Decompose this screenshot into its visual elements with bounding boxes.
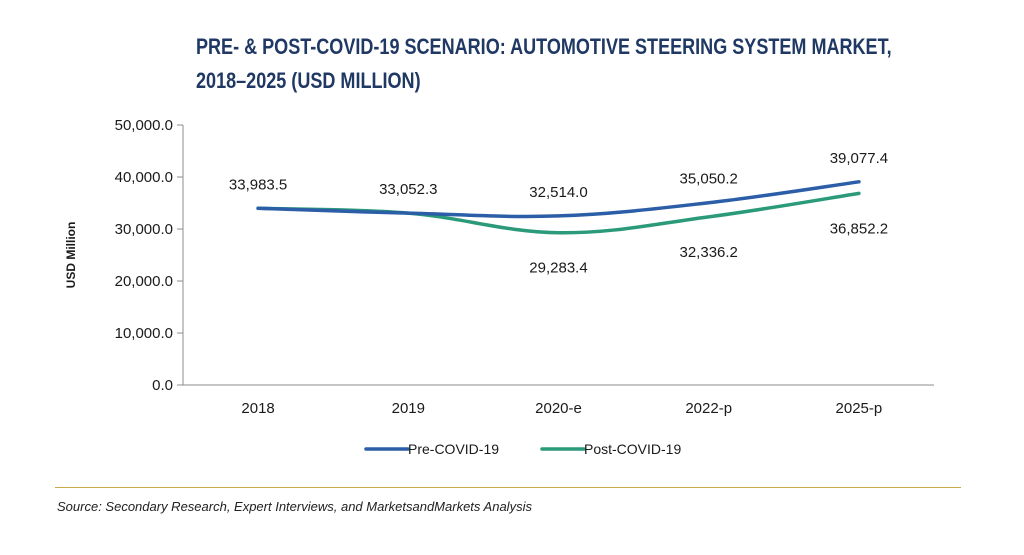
chart-title: PRE- & POST-COVID-19 SCENARIO: AUTOMOTIV… (196, 30, 892, 98)
data-label-pre-covid: 32,514.0 (529, 184, 587, 201)
legend-pre-covid-label: Pre-COVID-19 (408, 441, 499, 457)
x-tick-label: 2025-p (836, 400, 883, 417)
y-tick-label: 0.0 (152, 377, 173, 394)
legend-post-covid-label: Post-COVID-19 (584, 441, 681, 457)
x-tick-label: 2019 (392, 400, 425, 417)
data-label-pre-covid: 33,983.5 (229, 176, 287, 193)
series-line-pre-covid (256, 180, 861, 219)
footer-divider (55, 487, 961, 488)
y-tick-label: 30,000.0 (115, 221, 173, 238)
source-note: Source: Secondary Research, Expert Inter… (57, 499, 532, 514)
data-label-pre-covid: 39,077.4 (830, 150, 888, 167)
chart-title-line1: PRE- & POST-COVID-19 SCENARIO: AUTOMOTIV… (196, 34, 892, 59)
y-tick-label: 50,000.0 (115, 117, 173, 134)
data-label-post-covid: 32,336.2 (680, 244, 738, 261)
data-label-post-covid: 29,283.4 (529, 260, 587, 277)
x-tick-label: 2020-e (535, 400, 582, 417)
y-tick-label: 40,000.0 (115, 169, 173, 186)
y-tick-label: 10,000.0 (115, 325, 173, 342)
x-tick-label: 2018 (241, 400, 274, 417)
data-label-pre-covid: 35,050.2 (680, 171, 738, 188)
chart-title-line2: 2018–2025 (USD MILLION) (196, 68, 421, 93)
data-label-pre-covid: 33,052.3 (379, 181, 437, 198)
data-label-post-covid: 36,852.2 (830, 220, 888, 237)
x-tick-label: 2022-p (685, 400, 732, 417)
line-chart: 0.0 10,000.0 20,000.0 30,000.0 40,000.0 50,00… (64, 117, 934, 457)
y-tick-label: 20,000.0 (115, 273, 173, 290)
y-axis-title: USD Million (64, 222, 78, 289)
